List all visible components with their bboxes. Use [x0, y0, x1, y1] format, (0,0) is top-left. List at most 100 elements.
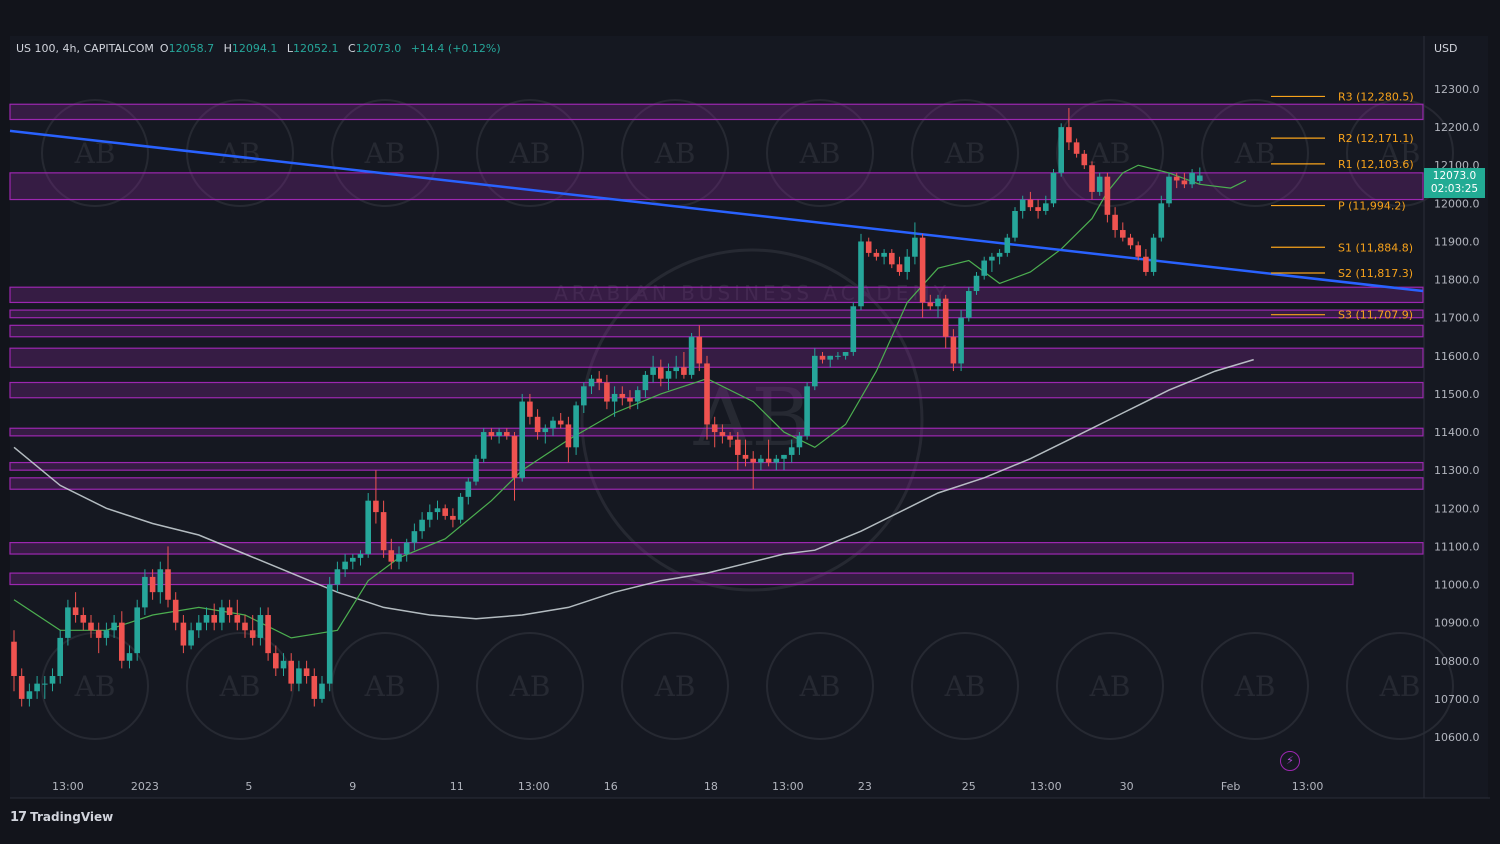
candle-body — [311, 676, 318, 699]
candle — [357, 550, 364, 566]
candle — [935, 294, 941, 318]
candle — [619, 386, 626, 406]
candle — [319, 676, 325, 703]
candle-body — [496, 432, 502, 436]
candle-body — [958, 317, 964, 364]
candle-body — [504, 432, 510, 436]
candle — [149, 569, 156, 600]
candle — [342, 554, 348, 577]
candle-body — [1127, 237, 1134, 246]
candle-body — [473, 458, 479, 482]
candle-body — [873, 252, 880, 257]
candle-body — [665, 371, 672, 379]
watermark-seal — [1346, 99, 1454, 207]
candle — [819, 352, 826, 364]
x-tick-label: 18 — [704, 780, 718, 793]
watermark-seal — [476, 99, 584, 207]
candle — [950, 329, 957, 372]
candle-body — [966, 291, 972, 318]
symbol-label[interactable]: US 100, 4h, CAPITALCOM — [16, 42, 154, 55]
currency-label[interactable]: USD — [1434, 42, 1458, 55]
lightning-icon[interactable]: ⚡ — [1280, 751, 1300, 771]
y-tick-label: 11700.0 — [1434, 312, 1480, 325]
pivot-levels: R3 (12,280.5) R2 (12,171.1) R1 (12,103.6) P… — [1271, 90, 1414, 322]
candle-body — [249, 630, 256, 638]
candle — [1081, 149, 1088, 170]
candle-body — [111, 622, 117, 631]
candle — [742, 439, 749, 467]
candle — [719, 424, 726, 444]
candle — [735, 432, 741, 471]
candle-body — [257, 615, 264, 638]
x-axis: 13:00 2023 5 9 11 13:00 16 18 13:00 23 25 13:00 30 Fe… — [52, 780, 1323, 793]
x-tick-label: 13:00 — [772, 780, 804, 793]
candle — [480, 428, 487, 463]
candle-body — [688, 336, 695, 375]
candle — [711, 416, 718, 448]
candle — [627, 390, 633, 410]
candle-body — [1112, 214, 1118, 231]
watermark-mark: AB — [364, 670, 406, 703]
candle — [765, 439, 772, 467]
candle-body — [142, 576, 148, 608]
candle-body — [1019, 199, 1026, 211]
sr-zones — [9, 103, 1424, 586]
candle-body — [835, 355, 841, 357]
candle — [596, 371, 602, 391]
pivot-label: R3 (12,280.5) — [1338, 90, 1414, 103]
candle-body — [119, 622, 125, 661]
candle — [1143, 249, 1149, 276]
watermark-mark: AB — [219, 670, 261, 703]
candle-body — [634, 390, 641, 402]
plot-area — [10, 36, 1488, 798]
candle — [119, 611, 125, 669]
candle — [588, 374, 595, 394]
candle — [519, 393, 525, 482]
tradingview-brand[interactable]: 17 TradingView — [10, 810, 113, 825]
y-tick-label: 11400.0 — [1434, 426, 1480, 439]
candle-body — [658, 367, 664, 379]
candle-body — [1043, 203, 1049, 211]
candle — [1197, 167, 1203, 184]
x-tick-label: 11 — [450, 780, 464, 793]
candle-body — [450, 515, 456, 520]
candle-body — [889, 252, 895, 265]
candle-body — [157, 569, 164, 593]
candle — [103, 622, 110, 646]
y-tick-label: 10900.0 — [1434, 617, 1480, 630]
candle-body — [488, 432, 495, 436]
sr-zone — [9, 172, 1424, 201]
candle — [288, 653, 294, 692]
candle-body — [72, 607, 79, 616]
watermark-text: ARABIAN BUSINESS ACADEMY — [554, 281, 950, 305]
x-tick-label: 23 — [858, 780, 872, 793]
candle — [1058, 123, 1064, 177]
candle-body — [380, 512, 387, 551]
candle — [365, 493, 371, 558]
candle — [858, 233, 864, 311]
candle — [450, 508, 456, 528]
candle-body — [26, 691, 33, 699]
y-tick-label: 11100.0 — [1434, 540, 1480, 553]
sr-zone — [9, 461, 1424, 471]
candle — [996, 249, 1003, 265]
candle-body — [1081, 153, 1088, 166]
candle-body — [919, 237, 926, 303]
watermark-mark: AB — [1089, 670, 1131, 703]
candle — [134, 599, 140, 661]
candle — [511, 432, 518, 501]
candle — [334, 561, 341, 593]
candle — [11, 630, 17, 692]
candle-body — [226, 607, 233, 616]
watermark-seal — [331, 99, 439, 207]
x-tick-label: 13:00 — [518, 780, 550, 793]
watermark-mark: AB — [654, 137, 696, 170]
candle — [26, 683, 33, 707]
candle — [434, 500, 441, 520]
candle-body — [465, 481, 472, 497]
candle — [842, 352, 849, 360]
candle — [835, 352, 841, 360]
